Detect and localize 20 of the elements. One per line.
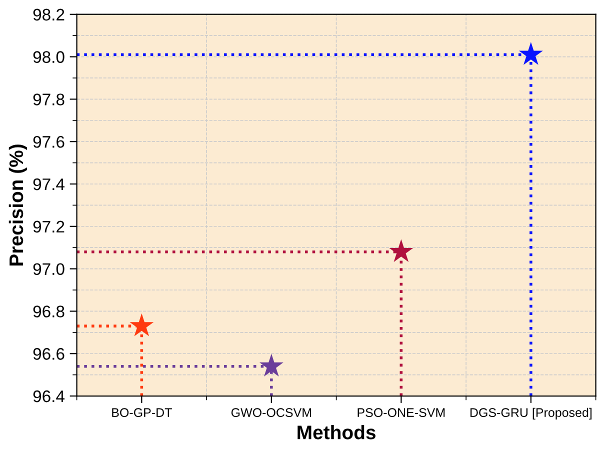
y-tick-label: 98.0 <box>33 51 64 63</box>
y-tick-label: 96.6 <box>33 348 64 360</box>
x-tick-label: BO-GP-DT <box>112 408 172 418</box>
x-tick-label: PSO-ONE-SVM <box>358 408 445 418</box>
y-tick-label: 96.4 <box>33 390 65 402</box>
point <box>259 354 284 377</box>
y-tick-label: 97.0 <box>33 263 64 276</box>
x-tick-label: DGS-GRU [Proposed] <box>470 408 592 420</box>
x-axis-title: Methods <box>298 425 376 440</box>
x-tick-label: GWO-OCSVM <box>231 408 312 418</box>
y-axis-title: Precision (%) <box>8 144 28 266</box>
y-tick-label: 97.6 <box>33 136 64 148</box>
point <box>518 42 543 65</box>
y-tick-label: 97.2 <box>33 220 64 233</box>
y-tick-label: 96.8 <box>33 306 64 318</box>
y-tick-label: 97.8 <box>33 94 64 106</box>
point <box>389 239 414 262</box>
point <box>130 313 154 336</box>
y-tick-label: 97.4 <box>33 178 65 190</box>
y-tick-label: 98.2 <box>33 8 64 21</box>
